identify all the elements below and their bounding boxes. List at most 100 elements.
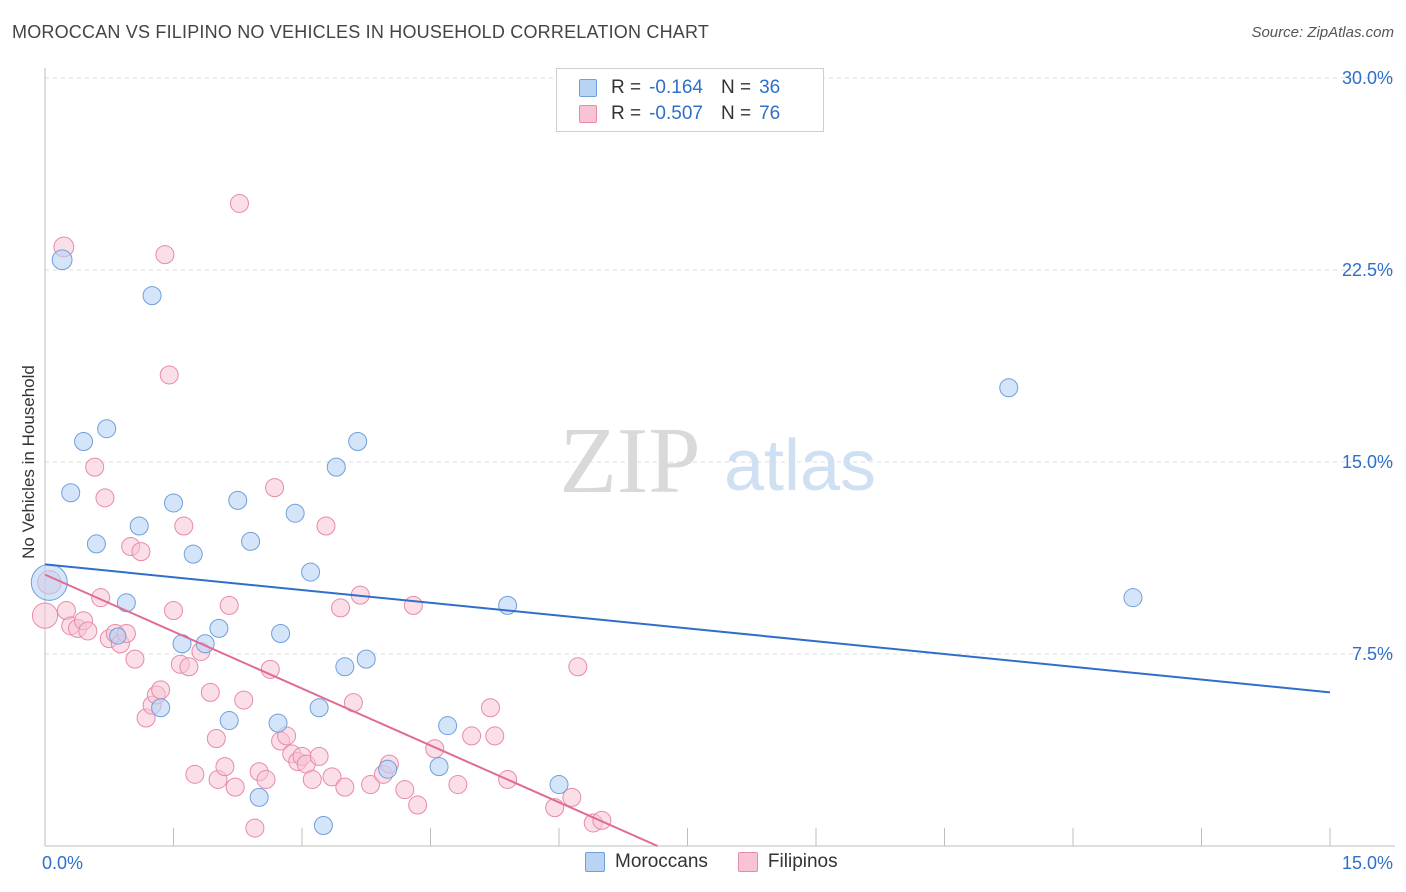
filipino-point <box>164 600 183 620</box>
moroccan-point <box>228 490 248 510</box>
moroccan-point <box>61 483 81 503</box>
filipino-point <box>131 542 151 562</box>
moroccan-point <box>51 249 73 271</box>
y-axis-title: No Vehicles in Household <box>19 365 38 559</box>
filipino-point <box>179 657 199 677</box>
filipino-point <box>462 726 482 746</box>
filipino-point <box>78 621 98 641</box>
filipino-point <box>206 728 226 748</box>
filipino-point <box>562 787 582 807</box>
moroccan-point <box>438 716 458 736</box>
filipino-point <box>174 516 194 536</box>
filipino-point <box>448 775 468 795</box>
filipino-point <box>125 649 145 669</box>
filipino-point <box>85 457 105 477</box>
moroccan-trend-line <box>44 563 1331 694</box>
filipino-point <box>234 690 254 710</box>
moroccan-point <box>348 432 368 452</box>
correlation-legend: R = -0.164 N = 36 R = -0.507 N = 76 <box>556 68 824 132</box>
moroccan-point <box>1123 588 1143 608</box>
filipino-point <box>155 245 175 265</box>
filipino-point <box>408 795 428 815</box>
filipino-point <box>151 680 171 700</box>
legend-r-label: R = <box>611 77 642 98</box>
moroccan-point <box>151 698 171 718</box>
moroccan-point <box>999 378 1019 398</box>
filipino-trend-line <box>44 573 658 847</box>
moroccan-swatch <box>579 79 597 97</box>
moroccan-point <box>209 618 229 638</box>
filipino-points <box>31 193 612 838</box>
tick-labels: 7.5% 15.0% 22.5% 30.0% 0.0% 15.0% No Vehicles … <box>19 68 1393 873</box>
legend-item-filipinos[interactable]: Filipinos <box>737 851 838 873</box>
moroccan-point <box>86 534 106 554</box>
filipino-point <box>568 657 588 677</box>
moroccan-point <box>249 787 269 807</box>
moroccan-point <box>313 816 333 836</box>
moroccan-point <box>335 657 355 677</box>
gridlines <box>45 77 1395 655</box>
y-tick-label: 7.5% <box>1352 644 1393 664</box>
legend-n-value: 36 <box>759 77 781 98</box>
filipino-point <box>225 777 245 797</box>
filipino-point <box>335 777 355 797</box>
filipino-point <box>480 698 500 718</box>
moroccan-point <box>285 503 305 523</box>
legend-n-value: 76 <box>759 103 781 124</box>
watermark-atlas: atlas <box>724 426 876 506</box>
moroccan-points <box>30 249 1143 836</box>
filipino-point <box>331 598 351 618</box>
filipino-point <box>215 757 235 777</box>
filipino-legend-swatch <box>737 852 758 872</box>
filipino-point <box>31 602 59 629</box>
filipino-point <box>265 478 285 498</box>
filipino-point <box>185 764 205 784</box>
filipino-point <box>159 365 179 385</box>
y-tick-label: 22.5% <box>1342 260 1393 280</box>
moroccan-point <box>183 544 203 564</box>
series-legend: Moroccans Filipinos <box>585 851 868 873</box>
filipino-point <box>229 193 249 213</box>
moroccan-point <box>142 286 162 306</box>
moroccan-point <box>268 713 288 733</box>
x-tick-label-min: 0.0% <box>42 853 83 873</box>
y-tick-label: 15.0% <box>1342 452 1393 472</box>
moroccan-point <box>97 419 117 439</box>
moroccan-point <box>309 698 329 718</box>
moroccan-point <box>109 627 127 645</box>
moroccan-point <box>429 757 449 777</box>
axes <box>44 68 1395 847</box>
trend-lines <box>44 563 1331 847</box>
moroccan-point <box>219 711 239 731</box>
filipino-point <box>485 726 505 746</box>
moroccan-point <box>164 493 183 513</box>
legend-r-label: R = <box>611 103 642 124</box>
legend-n-label: N = <box>720 103 752 124</box>
filipino-point <box>403 595 423 615</box>
filipino-point <box>219 595 239 615</box>
filipino-point <box>395 780 415 800</box>
watermark-zip: ZIP <box>560 409 701 513</box>
filipino-point <box>302 769 322 789</box>
moroccan-point <box>129 516 149 536</box>
moroccan-point <box>116 593 136 613</box>
y-tick-label: 30.0% <box>1342 68 1393 88</box>
moroccan-point <box>326 457 346 477</box>
legend-item-moroccans[interactable]: Moroccans <box>585 851 708 873</box>
legend-n-label: N = <box>720 77 752 98</box>
filipino-point <box>245 818 265 838</box>
moroccan-point <box>301 562 321 582</box>
filipino-point <box>361 775 381 795</box>
filipino-swatch <box>579 105 597 123</box>
x-tick-label-max: 15.0% <box>1342 853 1393 873</box>
filipino-point <box>95 488 115 508</box>
moroccan-point <box>549 775 569 795</box>
chart-source: Source: ZipAtlas.com <box>1251 24 1394 41</box>
filipino-point <box>309 746 329 766</box>
chart-title: MOROCCAN VS FILIPINO NO VEHICLES IN HOUS… <box>12 22 710 42</box>
legend-label-moroccans: Moroccans <box>615 851 708 872</box>
filipino-point <box>322 767 342 787</box>
filipino-point <box>91 588 111 608</box>
moroccan-point <box>271 624 291 644</box>
